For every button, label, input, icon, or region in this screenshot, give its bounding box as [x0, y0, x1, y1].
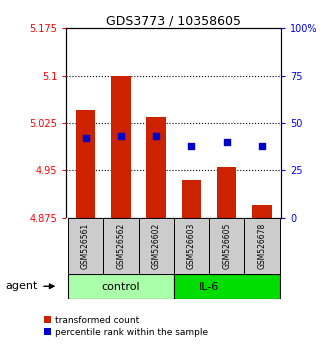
Text: GSM526602: GSM526602 [152, 223, 161, 269]
Point [189, 143, 194, 149]
Bar [174, 274, 280, 299]
Text: GSM526561: GSM526561 [81, 223, 90, 269]
Text: agent: agent [5, 281, 38, 291]
Bar [68, 218, 103, 274]
Bar [103, 218, 138, 274]
Text: GSM526678: GSM526678 [258, 223, 266, 269]
Bar [76, 110, 95, 218]
Text: IL-6: IL-6 [199, 282, 219, 292]
Point [83, 135, 88, 141]
Text: GSM526562: GSM526562 [117, 223, 125, 269]
Title: GDS3773 / 10358605: GDS3773 / 10358605 [106, 14, 241, 27]
Text: GSM526603: GSM526603 [187, 223, 196, 269]
Point [224, 139, 229, 145]
Point [154, 133, 159, 139]
Bar [182, 180, 201, 218]
Bar [252, 205, 272, 218]
Bar [244, 218, 280, 274]
Bar [111, 76, 130, 218]
Bar [68, 274, 174, 299]
Point [118, 133, 123, 139]
Bar [209, 218, 244, 274]
Point [259, 143, 264, 149]
Legend: transformed count, percentile rank within the sample: transformed count, percentile rank withi… [44, 316, 208, 337]
Bar [217, 167, 236, 218]
Bar [138, 218, 174, 274]
Text: GSM526605: GSM526605 [222, 223, 231, 269]
Text: control: control [102, 282, 140, 292]
Bar [146, 117, 166, 218]
Bar [174, 218, 209, 274]
